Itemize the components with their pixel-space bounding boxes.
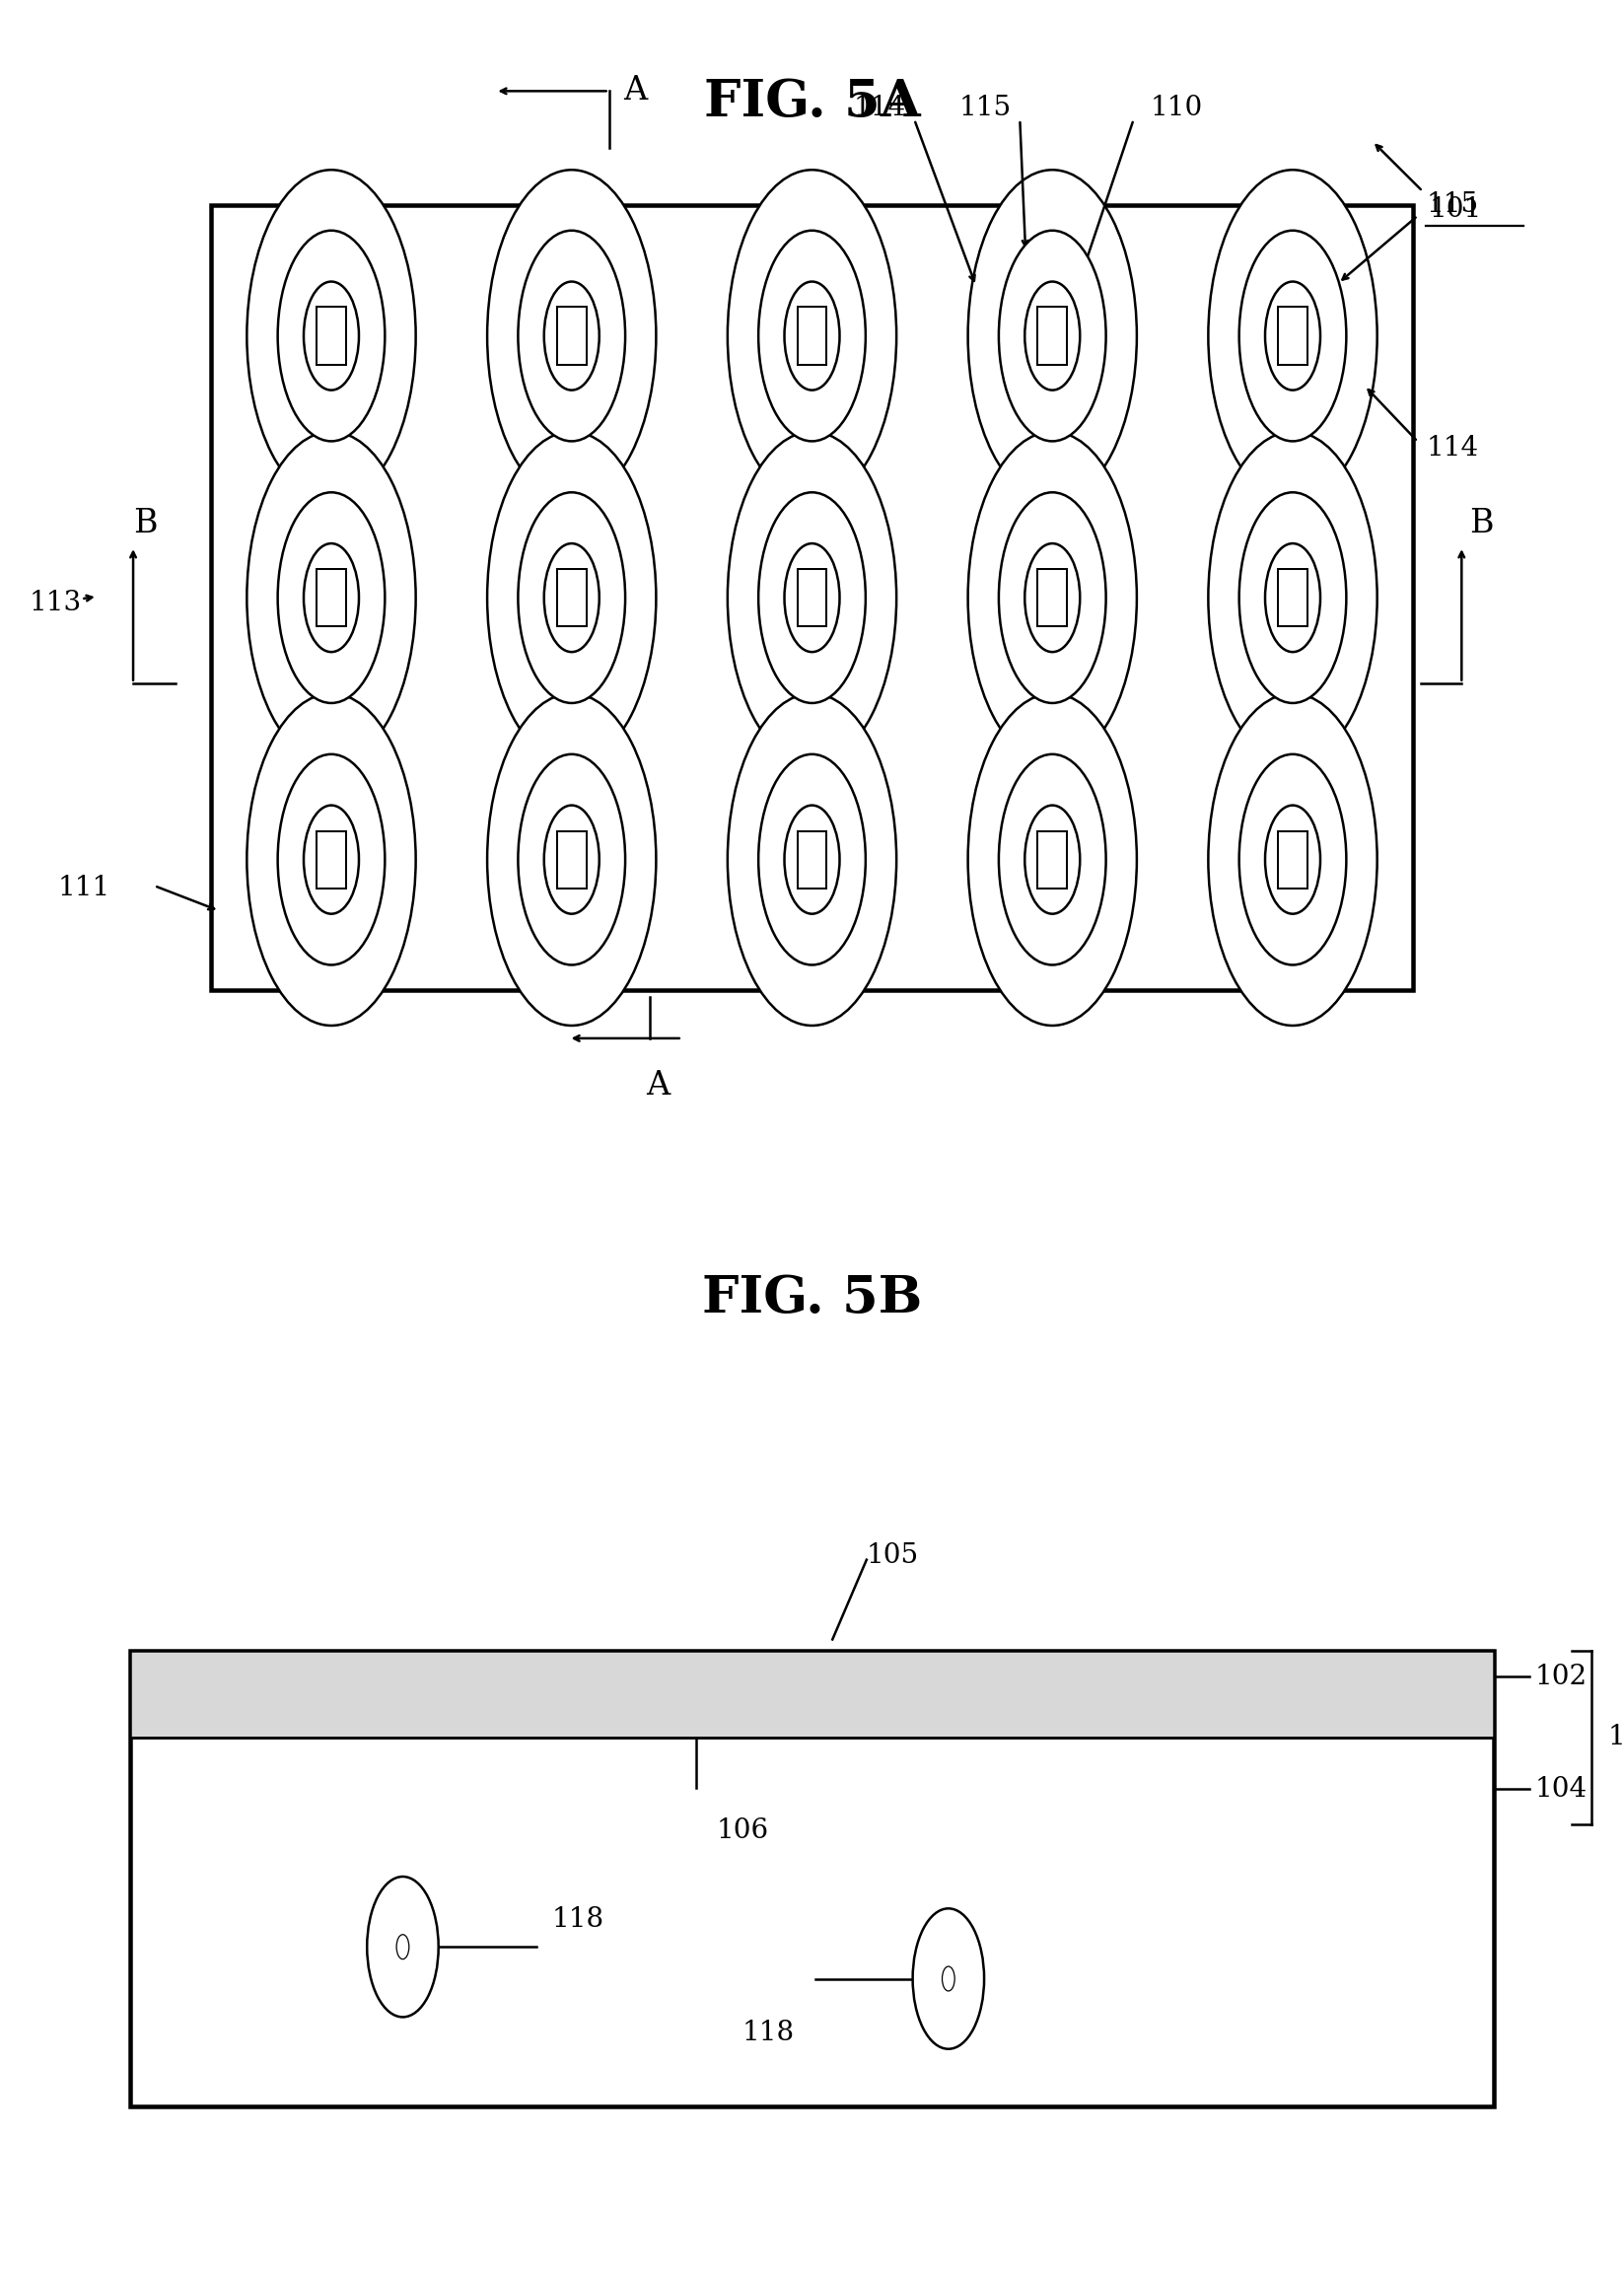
Ellipse shape: [1239, 230, 1346, 442]
Text: 113: 113: [29, 590, 81, 617]
Text: A: A: [624, 75, 648, 107]
Ellipse shape: [1208, 171, 1377, 501]
Ellipse shape: [247, 694, 416, 1025]
Ellipse shape: [1239, 754, 1346, 965]
Ellipse shape: [728, 171, 896, 501]
Ellipse shape: [278, 754, 385, 965]
Ellipse shape: [999, 230, 1106, 442]
Ellipse shape: [1239, 492, 1346, 704]
Ellipse shape: [784, 544, 840, 651]
Bar: [1278, 831, 1307, 888]
Text: 106: 106: [716, 1817, 768, 1844]
Ellipse shape: [1208, 433, 1377, 763]
Text: 118: 118: [552, 1906, 604, 1933]
Ellipse shape: [942, 1967, 955, 1990]
Text: 101: 101: [1429, 196, 1481, 223]
Ellipse shape: [1265, 806, 1320, 913]
Ellipse shape: [758, 492, 866, 704]
Bar: [130, 1651, 1494, 2106]
Bar: [211, 205, 1413, 990]
Ellipse shape: [968, 171, 1137, 501]
Ellipse shape: [544, 806, 599, 913]
Ellipse shape: [1025, 282, 1080, 389]
Ellipse shape: [544, 282, 599, 389]
Bar: [557, 831, 586, 888]
Ellipse shape: [304, 282, 359, 389]
Ellipse shape: [544, 544, 599, 651]
Bar: [557, 569, 586, 626]
Ellipse shape: [367, 1876, 438, 2017]
Text: FIG. 5B: FIG. 5B: [702, 1273, 922, 1323]
Ellipse shape: [304, 544, 359, 651]
Text: 118: 118: [742, 2020, 794, 2047]
Ellipse shape: [1025, 544, 1080, 651]
Text: 111: 111: [58, 874, 110, 902]
Ellipse shape: [304, 806, 359, 913]
Ellipse shape: [784, 282, 840, 389]
Bar: [317, 307, 346, 364]
Text: 115: 115: [960, 96, 1012, 121]
Bar: [1278, 569, 1307, 626]
Ellipse shape: [999, 492, 1106, 704]
Ellipse shape: [913, 1908, 984, 2049]
Ellipse shape: [518, 492, 625, 704]
Ellipse shape: [968, 694, 1137, 1025]
Bar: [130, 1651, 1494, 1737]
Text: B: B: [133, 508, 158, 540]
Bar: [797, 831, 827, 888]
Ellipse shape: [728, 433, 896, 763]
Text: 105: 105: [867, 1542, 919, 1569]
Ellipse shape: [999, 754, 1106, 965]
Text: B: B: [1470, 508, 1494, 540]
Bar: [1038, 307, 1067, 364]
Text: A: A: [646, 1070, 669, 1102]
Text: FIG. 5A: FIG. 5A: [703, 77, 921, 128]
Bar: [557, 307, 586, 364]
Text: 114: 114: [1426, 435, 1478, 462]
Text: 115: 115: [1426, 191, 1478, 219]
Ellipse shape: [487, 694, 656, 1025]
Ellipse shape: [278, 230, 385, 442]
Text: 104: 104: [1535, 1776, 1587, 1803]
Ellipse shape: [396, 1935, 409, 1958]
Ellipse shape: [758, 230, 866, 442]
Ellipse shape: [1025, 806, 1080, 913]
Text: 110: 110: [1150, 96, 1202, 121]
Bar: [797, 307, 827, 364]
Text: 112: 112: [1608, 1724, 1624, 1751]
Ellipse shape: [518, 230, 625, 442]
Ellipse shape: [487, 433, 656, 763]
Ellipse shape: [1265, 544, 1320, 651]
Ellipse shape: [758, 754, 866, 965]
Ellipse shape: [247, 171, 416, 501]
Text: 114: 114: [854, 96, 906, 121]
Ellipse shape: [1208, 694, 1377, 1025]
Bar: [1038, 569, 1067, 626]
Text: 102: 102: [1535, 1664, 1587, 1690]
Bar: [317, 569, 346, 626]
Ellipse shape: [728, 694, 896, 1025]
Bar: [1278, 307, 1307, 364]
Ellipse shape: [968, 433, 1137, 763]
Bar: [797, 569, 827, 626]
Bar: [1038, 831, 1067, 888]
Ellipse shape: [487, 171, 656, 501]
Ellipse shape: [518, 754, 625, 965]
Bar: [317, 831, 346, 888]
Ellipse shape: [784, 806, 840, 913]
Ellipse shape: [247, 433, 416, 763]
Ellipse shape: [1265, 282, 1320, 389]
Ellipse shape: [278, 492, 385, 704]
